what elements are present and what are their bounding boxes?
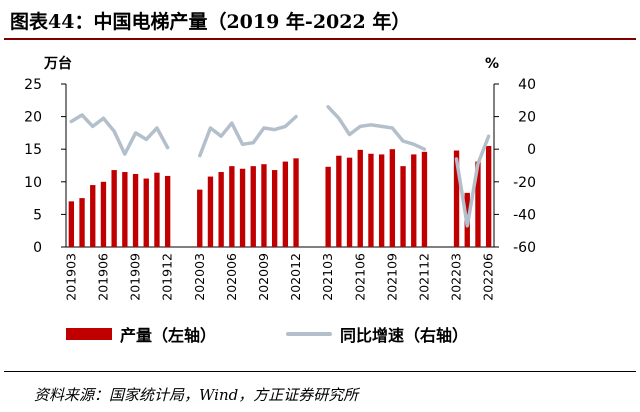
production-bar	[132, 173, 139, 247]
title-bar: 图表44：中国电梯产量（2019 年-2022 年）	[0, 0, 640, 40]
legend-bar-swatch	[66, 328, 112, 340]
right-y-tick-label: -60	[513, 240, 536, 256]
production-bar	[143, 178, 149, 247]
x-tick-label: 202009	[256, 253, 271, 301]
production-bar	[250, 166, 256, 247]
production-bar	[485, 145, 492, 247]
legend-line-swatch	[286, 332, 332, 336]
production-bar	[271, 170, 278, 247]
chart-title: 图表44：中国电梯产量（2019 年-2022 年）	[10, 11, 411, 33]
production-bar	[79, 198, 85, 247]
production-bar	[282, 161, 289, 247]
production-bar	[389, 149, 396, 247]
left-axis-unit: 万台	[43, 55, 72, 72]
production-bar	[197, 189, 203, 247]
footer-divider	[4, 371, 636, 372]
legend-item-production: 产量（左轴）	[66, 322, 216, 346]
production-bar	[100, 181, 107, 247]
production-bar	[164, 175, 171, 247]
production-bar	[336, 155, 342, 247]
legend-label-growth: 同比增速（右轴）	[340, 326, 469, 345]
right-axis-unit: %	[485, 56, 499, 72]
right-y-tick-label: 40	[518, 77, 536, 93]
production-bar	[368, 153, 374, 247]
growth-line-segment	[69, 113, 170, 156]
right-y-tick-label: 0	[527, 142, 536, 158]
x-tick-label: 201903	[63, 253, 78, 301]
left-y-tick-label: 20	[24, 110, 42, 126]
x-tick-label: 202203	[449, 253, 464, 301]
production-bar	[154, 172, 160, 247]
production-bar	[400, 166, 406, 247]
x-tick-label: 202206	[481, 253, 496, 301]
production-bar	[453, 150, 460, 247]
legend-label-production: 产量（左轴）	[120, 326, 217, 345]
x-tick-label: 201909	[128, 253, 143, 301]
x-tick-label: 201912	[160, 253, 175, 301]
production-bar	[207, 176, 214, 247]
production-bar	[357, 149, 363, 247]
production-bar	[218, 172, 224, 247]
x-tick-label: 202012	[288, 253, 303, 301]
left-y-tick-label: 5	[33, 207, 42, 223]
growth-line-segment	[326, 105, 427, 151]
production-bar	[68, 201, 75, 247]
production-bar	[411, 154, 417, 247]
production-bar	[346, 157, 353, 247]
right-y-tick-label: 20	[518, 110, 536, 126]
left-y-tick-label: 0	[33, 240, 42, 256]
chart-legend: 产量（左轴） 同比增速（右轴）	[0, 322, 640, 350]
production-bar	[293, 158, 299, 247]
x-tick-label: 202106	[352, 253, 367, 301]
title-underline	[4, 38, 636, 40]
production-bar	[90, 185, 96, 247]
x-tick-label: 202003	[192, 253, 207, 301]
x-tick-label: 202006	[224, 253, 239, 301]
production-bar	[475, 161, 481, 247]
legend-item-growth: 同比增速（右轴）	[286, 322, 468, 346]
growth-line-segment	[198, 114, 298, 158]
growth-line-segment	[454, 134, 491, 228]
production-bar	[378, 154, 385, 247]
x-tick-label: 201906	[95, 253, 110, 301]
right-y-tick-label: -20	[513, 175, 536, 191]
left-y-tick-label: 10	[24, 175, 42, 191]
chart-canvas: 0 5 10 15 20 25 -60 -40 -20 0 20 40 万台 % 201903 201906 2…	[24, 55, 536, 301]
source-note: 资料来源：国家统计局，Wind，方正证券研究所	[34, 386, 359, 404]
production-bar	[325, 166, 331, 247]
right-y-tick-label: -40	[513, 207, 536, 223]
x-tick-label: 202112	[416, 253, 431, 301]
production-bar	[111, 170, 117, 247]
production-bar	[122, 172, 128, 247]
left-y-tick-label: 25	[24, 77, 42, 93]
production-bar	[421, 151, 428, 247]
left-y-tick-label: 15	[24, 142, 42, 158]
x-tick-label: 202103	[320, 253, 335, 301]
production-bar	[229, 166, 235, 247]
production-bar	[239, 168, 246, 247]
x-tick-label: 202109	[384, 253, 399, 301]
production-bar	[261, 164, 267, 247]
